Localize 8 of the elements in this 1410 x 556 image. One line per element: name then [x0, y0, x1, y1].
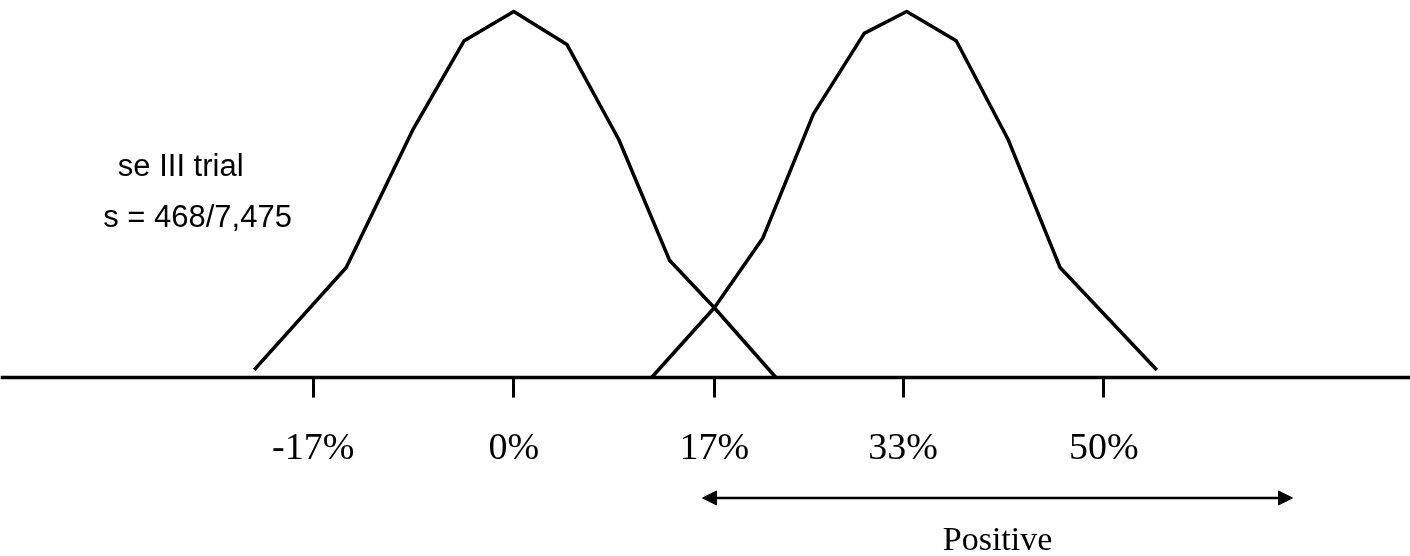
x-tick-label: 17%: [679, 425, 750, 468]
x-tick-label: 33%: [868, 425, 938, 468]
annotation: se III trial: [117, 147, 244, 183]
x-tick-label: 0%: [488, 425, 540, 468]
text: Positive: [942, 519, 1053, 556]
annotation: s = 468/7,475: [103, 198, 292, 234]
x-tick-label: -17%: [272, 425, 355, 468]
x-tick-label: 50%: [1068, 425, 1139, 468]
